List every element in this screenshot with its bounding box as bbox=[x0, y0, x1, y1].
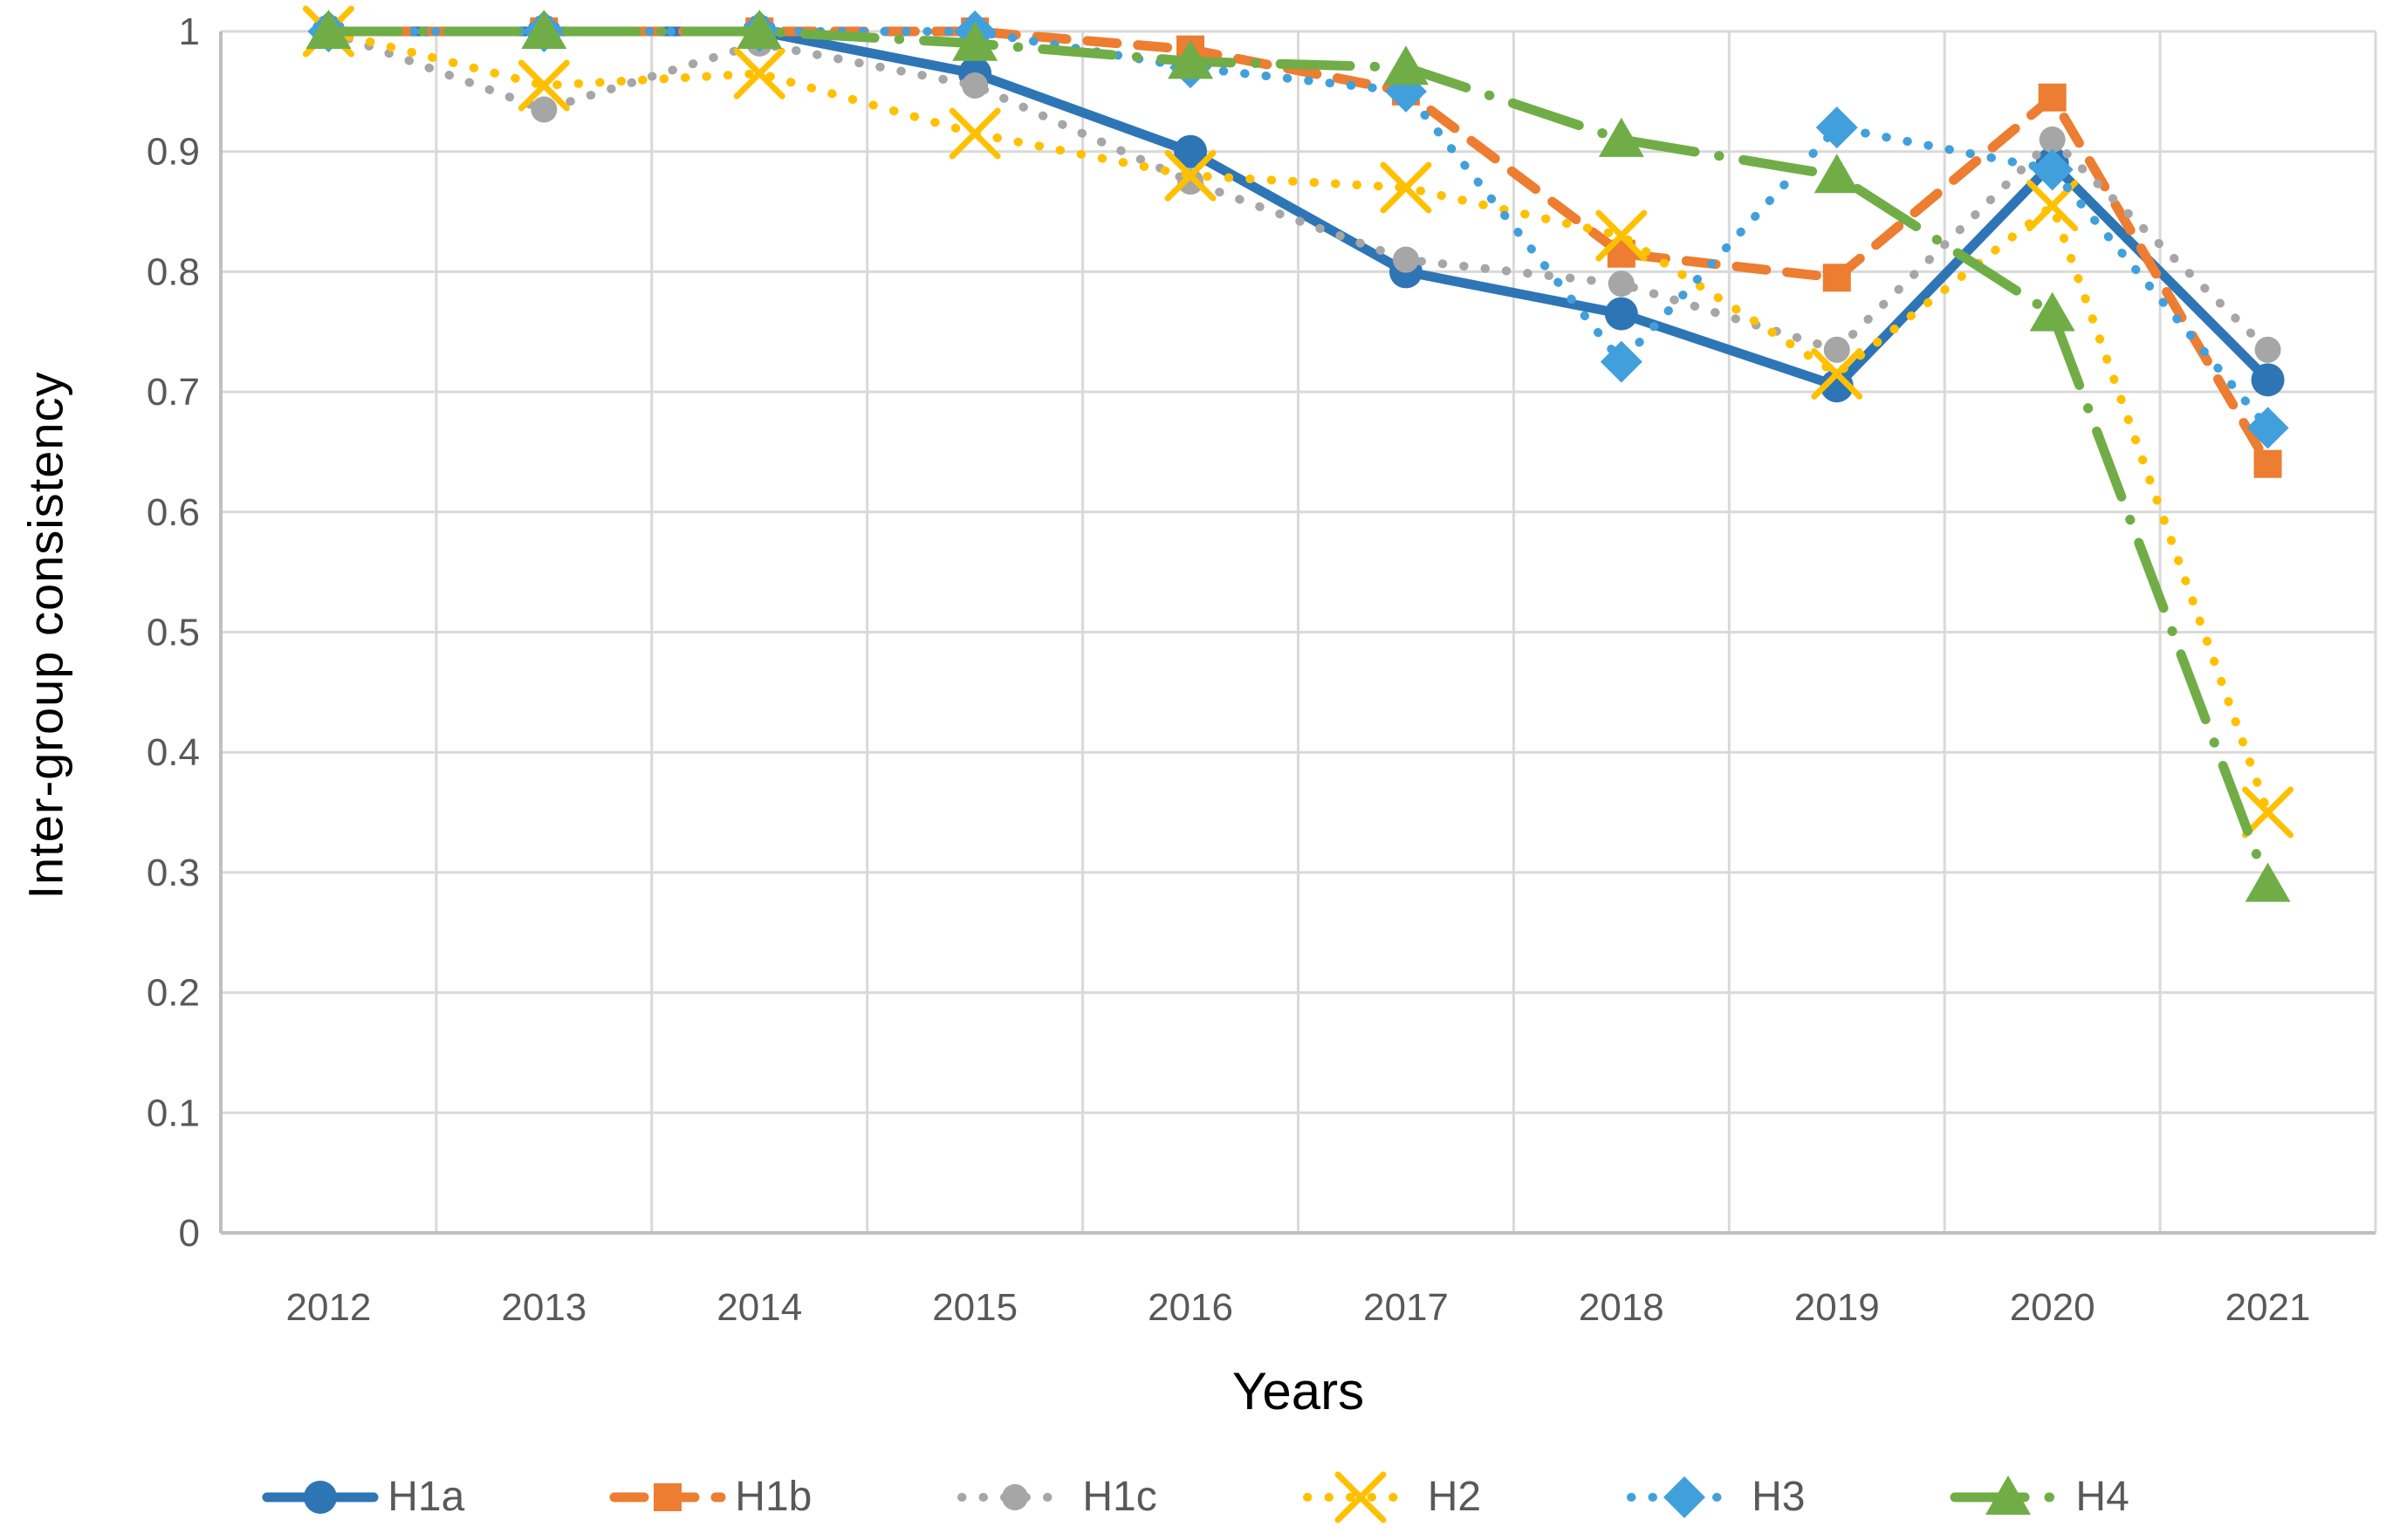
legend-item-H1a: H1a bbox=[262, 1473, 465, 1521]
y-tick-label: 0.4 bbox=[147, 731, 200, 774]
x-tick-label: 2014 bbox=[717, 1286, 802, 1329]
legend-item-H1b: H1b bbox=[609, 1473, 813, 1521]
x-tick-label: 2012 bbox=[286, 1286, 372, 1329]
x-tick-label: 2016 bbox=[1148, 1286, 1233, 1329]
legend-item-H3: H3 bbox=[1627, 1473, 1806, 1521]
x-tick-label: 2019 bbox=[1794, 1286, 1880, 1329]
legend-marker-triangle-icon bbox=[1950, 1475, 2067, 1515]
x-tick-label: 2013 bbox=[501, 1286, 586, 1329]
x-tick-label: 2018 bbox=[1579, 1286, 1664, 1329]
x-tick-label: 2020 bbox=[2010, 1286, 2095, 1329]
y-axis-title: Inter-group consistency bbox=[17, 371, 73, 900]
legend-marker-circle-icon bbox=[262, 1480, 379, 1514]
y-tick-label: 0.5 bbox=[147, 612, 200, 654]
y-tick-label: 0.7 bbox=[147, 371, 200, 414]
legend-item-H2: H2 bbox=[1302, 1471, 1482, 1523]
legend-marker-diamond-icon bbox=[1627, 1475, 1743, 1518]
legend-marker-square-icon bbox=[609, 1482, 726, 1511]
legend-marker-dot-icon bbox=[957, 1483, 1073, 1510]
series-line-H1c bbox=[324, 27, 2273, 354]
legend-label: H1c bbox=[1082, 1474, 1157, 1520]
legend-label: H4 bbox=[2075, 1474, 2129, 1520]
x-axis-title: Years bbox=[1231, 1362, 1365, 1420]
legend-marker-x-icon bbox=[1302, 1471, 1418, 1523]
legend-label: H2 bbox=[1427, 1474, 1482, 1520]
legend-label: H1b bbox=[735, 1474, 813, 1520]
y-tick-label: 0.2 bbox=[147, 972, 200, 1015]
y-tick-label: 0.6 bbox=[147, 491, 200, 534]
x-tick-label: 2021 bbox=[2225, 1286, 2311, 1329]
legend-item-H1c: H1c bbox=[957, 1473, 1157, 1521]
x-tick-label: 2017 bbox=[1363, 1286, 1449, 1329]
series-line-H3 bbox=[324, 27, 2273, 433]
legend-label: H3 bbox=[1752, 1474, 1806, 1520]
y-tick-label: 0.1 bbox=[147, 1092, 200, 1134]
y-tick-label: 0.9 bbox=[147, 131, 200, 174]
y-tick-label: 1 bbox=[179, 10, 200, 53]
x-tick-label: 2015 bbox=[932, 1286, 1018, 1329]
series-line-H2 bbox=[324, 27, 2273, 818]
series-H4 bbox=[305, 10, 2291, 902]
y-tick-label: 0.8 bbox=[147, 250, 200, 293]
y-tick-label: 0.3 bbox=[147, 852, 200, 894]
series-line-H4 bbox=[323, 26, 2273, 890]
legend: H1a H1b H1c H2 H3 H4 bbox=[0, 1471, 2393, 1523]
y-tick-label: 0 bbox=[179, 1212, 200, 1255]
legend-label: H1a bbox=[387, 1474, 465, 1520]
legend-item-H4: H4 bbox=[1950, 1473, 2129, 1521]
